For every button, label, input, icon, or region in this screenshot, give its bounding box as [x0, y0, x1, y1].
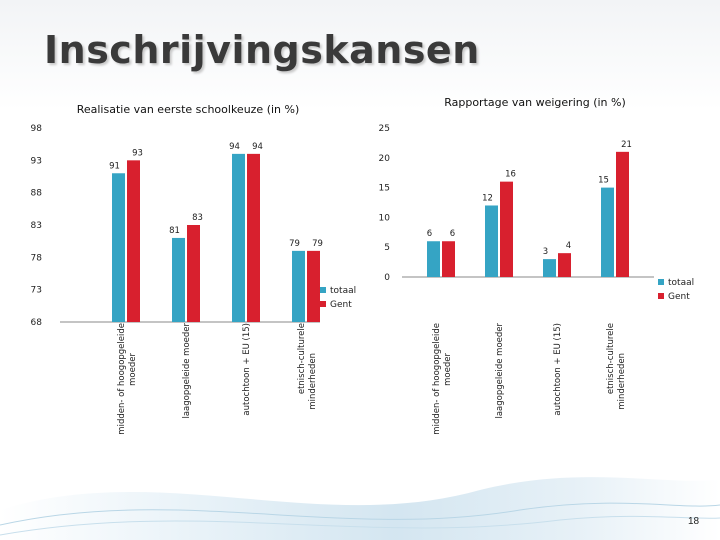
decorative-wave-background — [0, 477, 720, 540]
data-label: 81 — [169, 226, 180, 236]
data-label: 83 — [192, 213, 203, 223]
svg-text:etnisch-cultureleminderheden: etnisch-cultureleminderheden — [297, 323, 318, 410]
data-label: 12 — [482, 193, 493, 203]
legend-label: Gent — [668, 292, 690, 302]
bar-totaal — [232, 153, 245, 322]
bar-totaal — [543, 259, 556, 277]
chart-weigering: Rapportage van weigering (in %) 25 20 15 10 5… — [379, 96, 695, 435]
y-tick-label: 88 — [31, 189, 43, 199]
data-label: 16 — [505, 170, 516, 180]
data-label: 6 — [450, 229, 455, 239]
bar-gent — [442, 241, 455, 277]
bar-gent — [247, 153, 260, 322]
data-label: 6 — [427, 229, 432, 239]
y-tick-label: 20 — [379, 154, 391, 164]
y-tick-label: 83 — [31, 221, 42, 231]
header-background — [0, 0, 720, 110]
y-tick-label: 15 — [379, 184, 390, 194]
page-number: 18 — [688, 516, 700, 527]
chart-eerste-schoolkeuze: Realisatie van eerste schoolkeuze (in %)… — [31, 103, 357, 435]
legend-label: Gent — [330, 300, 352, 310]
bar-totaal — [112, 173, 125, 322]
y-tick-label: 25 — [379, 124, 390, 134]
data-label: 94 — [229, 142, 240, 152]
category-label: midden- of hoogopgeleidemoeder — [117, 323, 138, 435]
data-label: 93 — [132, 148, 143, 158]
bar-totaal — [485, 205, 498, 277]
chart-title: Rapportage van weigering (in %) — [444, 96, 626, 109]
bar-gent — [127, 160, 140, 322]
y-tick-label: 98 — [31, 124, 43, 134]
svg-text:autochtoon + EU (15): autochtoon + EU (15) — [242, 323, 252, 416]
bar-gent — [616, 151, 629, 277]
data-label: 15 — [598, 176, 609, 186]
category-label: autochtoon + EU (15) — [242, 323, 252, 416]
svg-text:midden- of hoogopgeleidemoeder: midden- of hoogopgeleidemoeder — [117, 323, 138, 435]
y-tick-label: 0 — [384, 273, 390, 283]
svg-text:midden- of hoogopgeleidemoeder: midden- of hoogopgeleidemoeder — [432, 323, 453, 435]
bar-totaal — [427, 241, 440, 277]
svg-text:etnisch-cultureleminderheden: etnisch-cultureleminderheden — [606, 323, 627, 410]
page-title: Inschrijvingskansen — [44, 28, 480, 72]
data-label: 91 — [109, 161, 120, 171]
bar-totaal — [172, 237, 185, 322]
data-label: 3 — [543, 247, 548, 257]
data-label: 94 — [252, 142, 263, 152]
legend-swatch-gent — [658, 293, 664, 299]
data-label: 79 — [312, 239, 323, 249]
bar-gent — [500, 181, 513, 277]
legend-label: totaal — [330, 286, 356, 296]
bar-gent — [558, 253, 571, 277]
legend-swatch-totaal — [320, 287, 326, 293]
y-tick-label: 93 — [31, 156, 42, 166]
chart-title: Realisatie van eerste schoolkeuze (in %) — [77, 103, 300, 116]
bar-gent — [187, 225, 200, 322]
category-label: midden- of hoogopgeleidemoeder — [432, 323, 453, 435]
y-tick-label: 78 — [31, 253, 43, 263]
legend-swatch-gent — [320, 301, 326, 307]
y-tick-label: 73 — [31, 286, 42, 296]
svg-text:autochtoon + EU (15): autochtoon + EU (15) — [553, 323, 563, 416]
bar-gent — [307, 250, 320, 322]
data-label: 4 — [566, 241, 571, 251]
y-tick-label: 10 — [379, 213, 391, 223]
svg-text:laagopgeleide moeder: laagopgeleide moeder — [182, 323, 192, 419]
category-label: etnisch-cultureleminderheden — [606, 323, 627, 410]
category-label: autochtoon + EU (15) — [553, 323, 563, 416]
data-label: 21 — [621, 140, 632, 150]
data-label: 79 — [289, 239, 300, 249]
bar-totaal — [601, 187, 614, 277]
legend-label: totaal — [668, 278, 694, 288]
y-tick-label: 68 — [31, 318, 43, 328]
y-tick-label: 5 — [384, 243, 390, 253]
bar-totaal — [292, 250, 305, 322]
category-label: laagopgeleide moeder — [495, 323, 505, 419]
legend-swatch-totaal — [658, 279, 664, 285]
category-label: laagopgeleide moeder — [182, 323, 192, 419]
category-label: etnisch-cultureleminderheden — [297, 323, 318, 410]
svg-text:laagopgeleide moeder: laagopgeleide moeder — [495, 323, 505, 419]
